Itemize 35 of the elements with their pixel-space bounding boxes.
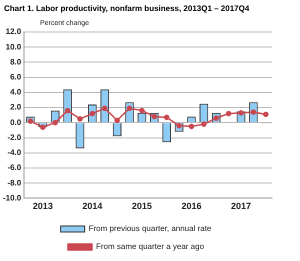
chart-title: Chart 1. Labor productivity, nonfarm business, 2013Q1 – 2017Q4 (4, 4, 250, 13)
y-tick-label: -8.0 (7, 178, 22, 188)
y-tick-label: -6.0 (7, 163, 22, 172)
y-tick-label: 12.0 (6, 27, 22, 36)
x-tick-label: 2013 (32, 201, 53, 212)
x-tick-label: 2016 (181, 201, 202, 212)
x-tick-label: 2017 (231, 201, 252, 212)
point (238, 110, 244, 116)
y-tick-label: -2.0 (7, 132, 22, 142)
y-tick-label: 0.0 (10, 118, 22, 127)
point (64, 108, 70, 114)
point (263, 112, 269, 118)
point (188, 124, 194, 130)
y-tick-label: 2.0 (10, 102, 22, 112)
point (139, 108, 145, 114)
point (77, 116, 83, 122)
legend-label: From previous quarter, annual rate (88, 224, 212, 234)
y-tick-label: -10.0 (3, 193, 22, 202)
x-tick-label: 2015 (132, 201, 152, 212)
point (164, 114, 170, 120)
y-tick-label: 4.0 (10, 88, 22, 97)
point (114, 118, 120, 124)
point (40, 124, 46, 130)
x-tick-label: 2014 (82, 201, 102, 212)
y-tick-label: 8.0 (10, 57, 22, 66)
point (52, 120, 58, 126)
legend-label: From same quarter a year ago (96, 242, 205, 252)
y-tick-label: 10.0 (6, 42, 22, 52)
point (102, 106, 108, 112)
y-tick-label: 6.0 (10, 72, 22, 82)
point (126, 106, 132, 112)
point (176, 122, 182, 128)
y-tick-label: -4.0 (7, 148, 22, 158)
point (201, 121, 207, 127)
point (226, 110, 232, 116)
